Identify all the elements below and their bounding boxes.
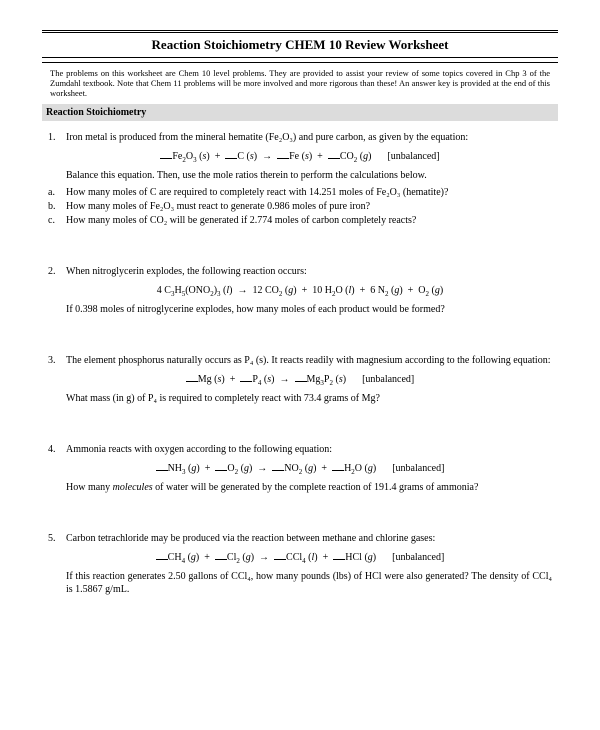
intro-text: The problems on this worksheet are Chem … bbox=[50, 68, 550, 99]
problem-lead-row: 1.Iron metal is produced from the minera… bbox=[48, 131, 552, 144]
sub-text: How many moles of Fe₂O₃ must react to ge… bbox=[66, 200, 552, 213]
equation: Fe2O3 (s) + C (s) → Fe (s) + CO2 (g)[unb… bbox=[48, 150, 552, 163]
title-rule-bottom bbox=[42, 62, 558, 63]
problem-lead: Iron metal is produced from the mineral … bbox=[66, 131, 552, 144]
problem: 2.When nitroglycerin explodes, the follo… bbox=[42, 265, 558, 316]
problem-number: 4. bbox=[48, 443, 66, 456]
title-rule-thin2 bbox=[42, 57, 558, 58]
problem-number: 1. bbox=[48, 131, 66, 144]
sub-text: How many moles of C are required to comp… bbox=[66, 186, 552, 199]
sub-question: c.How many moles of CO₂ will be generate… bbox=[48, 214, 552, 227]
problem-followup: If 0.398 moles of nitroglycerine explode… bbox=[66, 303, 552, 316]
sub-label: a. bbox=[48, 186, 66, 199]
problem-lead: The element phosphorus naturally occurs … bbox=[66, 354, 552, 367]
problem-lead-row: 5.Carbon tetrachloride may be produced v… bbox=[48, 532, 552, 545]
problem-lead-row: 3.The element phosphorus naturally occur… bbox=[48, 354, 552, 367]
equation: NH3 (g) + O2 (g) → NO2 (g) + H2O (g)[unb… bbox=[48, 462, 552, 475]
page-title: Reaction Stoichiometry CHEM 10 Review Wo… bbox=[42, 37, 558, 54]
problem: 1.Iron metal is produced from the minera… bbox=[42, 131, 558, 227]
sub-label: c. bbox=[48, 214, 66, 227]
equation: CH4 (g) + Cl2 (g) → CCl4 (l) + HCl (g)[u… bbox=[48, 551, 552, 564]
problem-lead: When nitroglycerin explodes, the followi… bbox=[66, 265, 552, 278]
problem-lead: Ammonia reacts with oxygen according to … bbox=[66, 443, 552, 456]
problem-lead-row: 4.Ammonia reacts with oxygen according t… bbox=[48, 443, 552, 456]
problems-container: 1.Iron metal is produced from the minera… bbox=[42, 131, 558, 596]
problem-lead-row: 2.When nitroglycerin explodes, the follo… bbox=[48, 265, 552, 278]
equation: 4 C3H5(ONO2)3 (l) → 12 CO2 (g) + 10 H2O … bbox=[48, 284, 552, 297]
problem-followup: Balance this equation. Then, use the mol… bbox=[66, 169, 552, 182]
problem-followup: How many molecules of water will be gene… bbox=[66, 481, 552, 494]
problem-number: 3. bbox=[48, 354, 66, 367]
problem-followup: What mass (in g) of P₄ is required to co… bbox=[66, 392, 552, 405]
section-heading: Reaction Stoichiometry bbox=[42, 104, 558, 121]
equation: Mg (s) + P4 (s) → Mg3P2 (s)[unbalanced] bbox=[48, 373, 552, 386]
problem-number: 5. bbox=[48, 532, 66, 545]
problem: 3.The element phosphorus naturally occur… bbox=[42, 354, 558, 405]
title-rule-thin bbox=[42, 32, 558, 33]
title-rule-top bbox=[42, 30, 558, 31]
problem: 4.Ammonia reacts with oxygen according t… bbox=[42, 443, 558, 494]
sub-question: a.How many moles of C are required to co… bbox=[48, 186, 552, 199]
sub-question: b.How many moles of Fe₂O₃ must react to … bbox=[48, 200, 552, 213]
problem: 5.Carbon tetrachloride may be produced v… bbox=[42, 532, 558, 596]
problem-number: 2. bbox=[48, 265, 66, 278]
sub-text: How many moles of CO₂ will be generated … bbox=[66, 214, 552, 227]
sub-label: b. bbox=[48, 200, 66, 213]
problem-followup: If this reaction generates 2.50 gallons … bbox=[66, 570, 552, 596]
problem-lead: Carbon tetrachloride may be produced via… bbox=[66, 532, 552, 545]
